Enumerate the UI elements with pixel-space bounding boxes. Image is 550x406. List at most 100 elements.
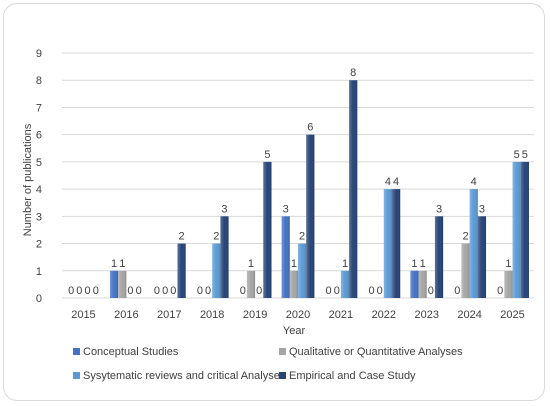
bar-shading	[349, 80, 358, 298]
x-tick-label: 2025	[500, 309, 524, 321]
y-tick-label: 9	[36, 48, 42, 60]
legend-label: Qualitative or Quantitative Analyses	[289, 346, 463, 358]
bar-shading	[469, 189, 478, 298]
y-tick-label: 5	[36, 157, 42, 169]
y-axis-title: Number of publications	[22, 123, 34, 236]
data-label: 5	[514, 149, 520, 161]
data-label: 0	[93, 285, 99, 297]
data-label: 1	[342, 258, 348, 270]
y-axis-ticks: 0 1 2 3 4 5 6 7 8 9	[36, 48, 42, 305]
legend-label: Sysytematic reviews and critical Analyse…	[83, 370, 286, 382]
data-label: 0	[136, 285, 142, 297]
data-label: 6	[307, 122, 313, 134]
legend-swatch	[279, 372, 286, 379]
y-tick-label: 8	[36, 75, 42, 87]
data-label: 2	[462, 231, 468, 243]
data-label: 3	[283, 203, 289, 215]
data-label: 0	[256, 285, 262, 297]
bar	[477, 216, 487, 298]
data-label: 5	[522, 149, 528, 161]
x-tick-label: 2020	[286, 309, 310, 321]
bar	[281, 216, 290, 298]
bar	[461, 243, 470, 298]
x-tick-label: 2018	[200, 309, 224, 321]
bar-shading	[410, 270, 419, 298]
data-label: 5	[264, 149, 270, 161]
legend-item: Qualitative or Quantitative Analyses	[279, 346, 463, 358]
x-axis-title: Year	[283, 325, 306, 337]
bar	[118, 270, 127, 298]
bar	[434, 216, 444, 298]
bar	[220, 216, 229, 298]
data-label: 0	[68, 285, 74, 297]
legend-item: Sysytematic reviews and critical Analyse…	[73, 370, 286, 382]
bar	[298, 243, 307, 298]
data-label: 4	[393, 176, 399, 188]
y-tick-label: 7	[36, 102, 42, 114]
bar-shading	[220, 216, 229, 298]
data-label: 3	[436, 203, 442, 215]
x-tick-label: 2015	[71, 309, 95, 321]
data-label: 0	[76, 285, 82, 297]
data-label: 2	[179, 231, 185, 243]
data-label: 3	[221, 203, 227, 215]
bar-shading	[212, 243, 221, 298]
data-label: 1	[505, 258, 511, 270]
data-label: 1	[248, 258, 254, 270]
x-tick-label: 2016	[114, 309, 138, 321]
bars	[109, 80, 529, 298]
y-tick-label: 0	[36, 293, 42, 305]
y-tick-label: 4	[36, 184, 42, 196]
bar-shading	[281, 216, 290, 298]
data-label: 0	[197, 285, 203, 297]
bar	[504, 270, 513, 298]
bar-shading	[263, 161, 272, 298]
bar	[512, 161, 521, 298]
legend: Conceptual Studies Qualitative or Quantit…	[73, 346, 463, 382]
bar-shading	[177, 243, 186, 298]
bar	[306, 134, 315, 298]
x-tick-label: 2021	[329, 309, 353, 321]
gridlines	[62, 52, 534, 299]
data-label: 0	[240, 285, 246, 297]
y-tick-label: 3	[36, 211, 42, 223]
bar	[349, 80, 358, 298]
x-tick-label: 2019	[243, 309, 267, 321]
bar-shading	[520, 161, 529, 298]
bar-shading	[434, 216, 444, 298]
bar	[263, 161, 272, 298]
bar	[212, 243, 221, 298]
x-tick-label: 2024	[457, 309, 481, 321]
bar-shading	[298, 243, 307, 298]
data-label: 0	[326, 285, 332, 297]
bar-shading	[418, 270, 427, 298]
data-label: 3	[479, 203, 485, 215]
legend-label: Empirical and Case Study	[289, 370, 416, 382]
data-label: 1	[111, 258, 117, 270]
bar-shading	[118, 270, 127, 298]
data-label: 1	[119, 258, 125, 270]
bar-shading	[477, 216, 487, 298]
data-label: 0	[205, 285, 211, 297]
bar-shading	[461, 243, 470, 298]
bar-shading	[504, 270, 513, 298]
chart-frame	[3, 3, 545, 401]
legend-label: Conceptual Studies	[83, 346, 179, 358]
data-label: 0	[127, 285, 133, 297]
data-label: 0	[154, 285, 160, 297]
bar-shading	[306, 134, 315, 298]
legend-item: Conceptual Studies	[73, 346, 179, 358]
bar-shading	[340, 270, 350, 298]
data-label: 2	[299, 231, 305, 243]
bar-shading	[246, 270, 256, 298]
data-label: 0	[84, 285, 90, 297]
data-label: 0	[334, 285, 340, 297]
bar	[392, 189, 401, 298]
bar-shading	[289, 270, 298, 298]
data-label: 0	[162, 285, 168, 297]
legend-swatch	[73, 372, 80, 379]
data-label: 2	[213, 231, 219, 243]
x-axis-ticks: 2015 2016 2017 2018 2019 2020 2021 2022 2023 2024…	[71, 309, 525, 321]
data-label: 0	[377, 285, 383, 297]
